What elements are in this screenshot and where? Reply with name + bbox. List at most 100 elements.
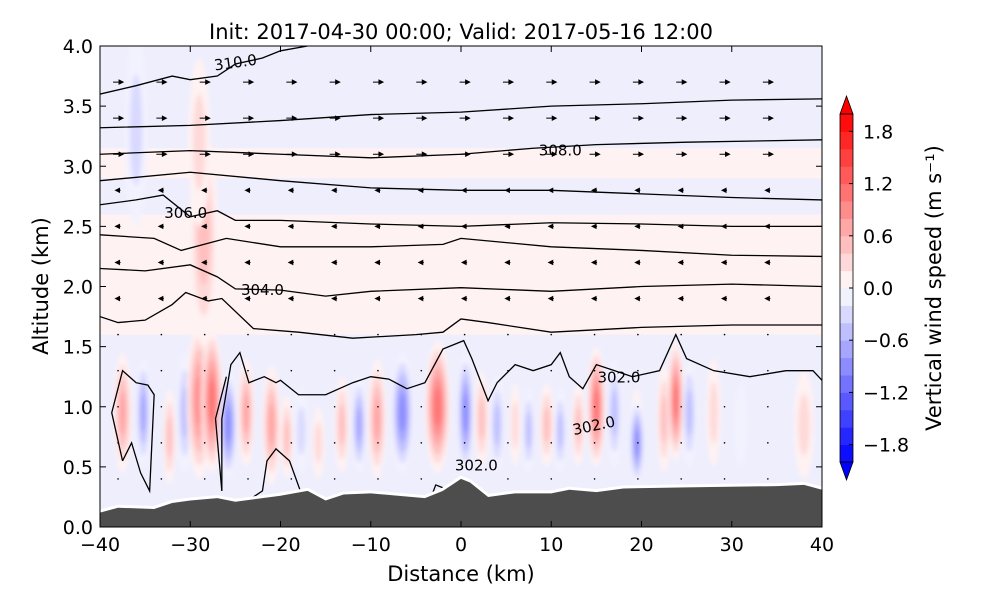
colorbar-segment	[840, 131, 853, 150]
wind-vector	[333, 478, 336, 480]
wind-vector	[634, 295, 641, 302]
colorbar-label: Vertical wind speed (m s⁻¹)	[922, 145, 946, 431]
theta-contour-302	[253, 447, 301, 498]
theta-contour-307	[100, 171, 822, 201]
w-streak	[462, 393, 469, 433]
wind-vector	[199, 79, 211, 85]
wind-vector	[723, 405, 726, 408]
wind-vector	[374, 187, 381, 194]
wind-vector	[244, 187, 251, 194]
theta-contour-303	[100, 291, 822, 339]
w-streak	[673, 383, 679, 419]
wind-vector	[287, 223, 294, 230]
wind-vector	[547, 295, 554, 302]
wind-vector	[593, 442, 596, 444]
wind-vector	[377, 369, 379, 372]
wind-vector	[634, 223, 641, 230]
theta-contour-308	[100, 139, 822, 159]
colorbar-tick-label: 1.2	[863, 174, 893, 196]
wind-vector	[676, 115, 688, 121]
colorbar-segment	[840, 148, 853, 167]
colorbar-segment	[840, 201, 853, 219]
contour-label: 302.0	[455, 456, 498, 474]
wind-vector	[502, 115, 515, 121]
wind-vector	[331, 259, 338, 266]
wind-vector	[333, 369, 336, 372]
wind-vector	[723, 442, 726, 444]
w-streak	[512, 400, 519, 449]
wind-vector	[114, 259, 121, 266]
wind-vector	[680, 405, 683, 408]
wind-vector	[244, 295, 251, 302]
wind-vector	[247, 442, 249, 444]
wind-vector	[593, 405, 596, 408]
wind-vector	[767, 333, 769, 336]
colorbar-segment	[840, 183, 853, 202]
colorbar-segment	[840, 375, 853, 393]
wind-vector	[504, 259, 511, 266]
wind-vector	[590, 187, 598, 194]
wind-vector	[203, 333, 206, 336]
wind-vector	[550, 333, 553, 336]
chart-title: Init: 2017-04-30 00:00; Valid: 2017-05-1…	[209, 20, 713, 44]
wind-vector	[290, 333, 293, 336]
wind-vector	[117, 478, 119, 480]
wind-vector	[117, 369, 119, 372]
w-streak	[478, 397, 485, 440]
colorbar-segment	[840, 253, 853, 272]
wind-vector	[247, 478, 249, 480]
wind-vector	[463, 369, 466, 372]
colorbar-segment	[840, 235, 853, 254]
x-tick-label: 0	[455, 534, 467, 556]
x-tick-label: −30	[170, 534, 210, 556]
contour-label: 304.0	[241, 281, 284, 299]
wind-vector	[247, 333, 249, 336]
wind-vector	[114, 295, 121, 302]
y-tick-label: 3.5	[63, 96, 93, 118]
wind-vector	[244, 223, 251, 230]
wind-vector	[720, 187, 728, 194]
colorbar-segment	[840, 166, 853, 185]
wind-vector	[677, 259, 684, 266]
x-tick-label: 40	[810, 534, 834, 556]
wind-vector	[459, 115, 471, 121]
wind-vector	[290, 478, 293, 480]
wind-vector	[502, 151, 515, 158]
w-streak	[208, 379, 216, 422]
y-tick-label: 3.0	[63, 156, 93, 178]
wind-vector	[632, 151, 645, 158]
wind-vector	[719, 151, 731, 158]
colorbar-segment	[840, 444, 853, 463]
x-tick-label: 30	[720, 534, 744, 556]
colorbar-segment	[840, 392, 853, 411]
wind-vector	[637, 478, 639, 480]
theta-contour-310	[100, 46, 308, 95]
wind-vector	[507, 405, 509, 408]
wind-vector	[593, 369, 596, 372]
wind-vector	[677, 295, 684, 302]
wind-vector	[463, 333, 466, 336]
colorbar-segment	[840, 427, 853, 446]
wind-vector	[372, 151, 385, 158]
wind-vector	[329, 79, 341, 85]
wind-vector	[203, 478, 206, 480]
wind-vector	[502, 79, 515, 85]
wind-vector	[420, 369, 423, 372]
w-streak	[660, 395, 668, 443]
wind-vector	[420, 478, 423, 480]
w-streak	[314, 422, 323, 464]
wind-vector	[547, 259, 554, 266]
w-streak	[543, 406, 550, 444]
wind-vector	[160, 405, 163, 408]
wind-vector	[460, 295, 468, 302]
wind-vector	[723, 369, 726, 372]
wind-vector	[201, 223, 208, 230]
wind-vector	[463, 442, 466, 444]
w-streak	[181, 386, 189, 439]
y-tick-label: 0.0	[63, 517, 93, 539]
wind-vector	[113, 79, 125, 85]
wind-vector	[114, 187, 121, 194]
wind-vector	[113, 115, 125, 121]
wind-vector	[507, 333, 509, 336]
